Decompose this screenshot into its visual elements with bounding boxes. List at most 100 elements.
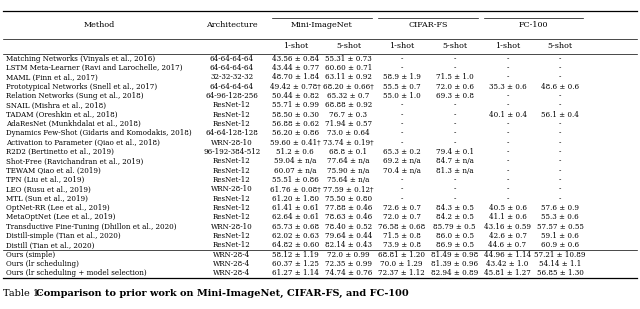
Text: -: -	[401, 111, 403, 119]
Text: 81.49 ± 0.98: 81.49 ± 0.98	[431, 251, 478, 259]
Text: -: -	[506, 64, 509, 72]
Text: -: -	[454, 139, 456, 147]
Text: WRN-28-4: WRN-28-4	[213, 260, 251, 268]
Text: Ours (lr scheduling): Ours (lr scheduling)	[6, 260, 79, 268]
Text: 77.59 ± 0.12†: 77.59 ± 0.12†	[323, 185, 374, 193]
Text: 35.3 ± 0.6: 35.3 ± 0.6	[489, 83, 526, 91]
Text: 86.0 ± 0.5: 86.0 ± 0.5	[436, 232, 474, 240]
Text: 1-shot: 1-shot	[283, 42, 308, 50]
Text: 81.39 ± 0.96: 81.39 ± 0.96	[431, 260, 478, 268]
Text: 60.9 ± 0.6: 60.9 ± 0.6	[541, 241, 579, 249]
Text: 61.41 ± 0.61: 61.41 ± 0.61	[272, 204, 319, 212]
Text: CIFAR-FS: CIFAR-FS	[408, 21, 448, 29]
Text: MAML (Finn et al., 2017): MAML (Finn et al., 2017)	[6, 74, 97, 81]
Text: 79.4 ± 0.1: 79.4 ± 0.1	[436, 148, 474, 156]
Text: Distill (Tian et al., 2020): Distill (Tian et al., 2020)	[6, 241, 94, 249]
Text: 56.85 ± 1.30: 56.85 ± 1.30	[536, 269, 584, 277]
Text: ResNet-12: ResNet-12	[213, 241, 251, 249]
Text: 45.81 ± 1.27: 45.81 ± 1.27	[484, 269, 531, 277]
Text: Architecture: Architecture	[206, 21, 258, 29]
Text: Comparison to prior work on Mini-ImageNet, CIFAR-FS, and FC-100: Comparison to prior work on Mini-ImageNe…	[36, 289, 409, 298]
Text: 56.20 ± 0.86: 56.20 ± 0.86	[272, 129, 319, 138]
Text: LEO (Rusu et al., 2019): LEO (Rusu et al., 2019)	[6, 185, 90, 193]
Text: AdaResNet (Munkhdalai et al., 2018): AdaResNet (Munkhdalai et al., 2018)	[6, 120, 141, 128]
Text: -: -	[559, 139, 561, 147]
Text: 1-shot: 1-shot	[495, 42, 520, 50]
Text: ResNet-12: ResNet-12	[213, 101, 251, 109]
Text: 85.79 ± 0.5: 85.79 ± 0.5	[433, 223, 476, 231]
Text: 57.6 ± 0.9: 57.6 ± 0.9	[541, 204, 579, 212]
Text: 75.90 ± n/a: 75.90 ± n/a	[327, 167, 370, 175]
Text: 48.70 ± 1.84: 48.70 ± 1.84	[272, 74, 319, 81]
Text: 84.7 ± n/a: 84.7 ± n/a	[436, 157, 474, 165]
Text: 78.40 ± 0.52: 78.40 ± 0.52	[325, 223, 372, 231]
Text: 72.0 ± 0.99: 72.0 ± 0.99	[327, 251, 370, 259]
Text: -: -	[506, 120, 509, 128]
Text: -: -	[559, 148, 561, 156]
Text: 78.63 ± 0.46: 78.63 ± 0.46	[325, 214, 372, 222]
Text: 64.82 ± 0.60: 64.82 ± 0.60	[272, 241, 319, 249]
Text: -: -	[454, 55, 456, 63]
Text: 5-shot: 5-shot	[442, 42, 467, 50]
Text: -: -	[506, 185, 509, 193]
Text: 62.02 ± 0.63: 62.02 ± 0.63	[272, 232, 319, 240]
Text: 59.04 ± n/a: 59.04 ± n/a	[274, 157, 317, 165]
Text: -: -	[401, 139, 403, 147]
Text: 81.3 ± n/a: 81.3 ± n/a	[436, 167, 474, 175]
Text: 82.14 ± 0.43: 82.14 ± 0.43	[325, 241, 372, 249]
Text: 62.64 ± 0.61: 62.64 ± 0.61	[272, 214, 319, 222]
Text: Distill-simple (Tian et al., 2020): Distill-simple (Tian et al., 2020)	[6, 232, 120, 240]
Text: 40.1 ± 0.4: 40.1 ± 0.4	[488, 111, 527, 119]
Text: WRN-28-4: WRN-28-4	[213, 251, 251, 259]
Text: 32-32-32-32: 32-32-32-32	[211, 74, 253, 81]
Text: 72.6 ± 0.7: 72.6 ± 0.7	[383, 204, 420, 212]
Text: TPN (Liu et al., 2019): TPN (Liu et al., 2019)	[6, 176, 84, 184]
Text: -: -	[401, 176, 403, 184]
Text: WRN-28-10: WRN-28-10	[211, 223, 253, 231]
Text: 41.1 ± 0.6: 41.1 ± 0.6	[488, 214, 527, 222]
Text: -: -	[506, 157, 509, 165]
Text: 60.07 ± n/a: 60.07 ± n/a	[274, 167, 317, 175]
Text: ResNet-12: ResNet-12	[213, 214, 251, 222]
Text: 63.11 ± 0.92: 63.11 ± 0.92	[325, 74, 372, 81]
Text: -: -	[506, 101, 509, 109]
Text: ResNet-12: ResNet-12	[213, 195, 251, 203]
Text: 76.58 ± 0.68: 76.58 ± 0.68	[378, 223, 425, 231]
Text: -: -	[559, 101, 561, 109]
Text: 72.0 ± 0.7: 72.0 ± 0.7	[383, 214, 420, 222]
Text: 44.6 ± 0.7: 44.6 ± 0.7	[488, 241, 527, 249]
Text: 57.21 ± 10.89: 57.21 ± 10.89	[534, 251, 586, 259]
Text: -: -	[559, 167, 561, 175]
Text: LSTM Meta-Learner (Ravi and Larochelle, 2017): LSTM Meta-Learner (Ravi and Larochelle, …	[6, 64, 182, 72]
Text: ResNet-12: ResNet-12	[213, 167, 251, 175]
Text: 70.4 ± n/a: 70.4 ± n/a	[383, 167, 420, 175]
Text: MetaOptNet (Lee et al., 2019): MetaOptNet (Lee et al., 2019)	[6, 214, 115, 222]
Text: 61.20 ± 1.80: 61.20 ± 1.80	[272, 195, 319, 203]
Text: -: -	[559, 157, 561, 165]
Text: -: -	[454, 129, 456, 138]
Text: 64-64-128-128: 64-64-128-128	[205, 129, 259, 138]
Text: 65.3 ± 0.2: 65.3 ± 0.2	[383, 148, 420, 156]
Text: -: -	[401, 185, 403, 193]
Text: Activation to Parameter (Qiao et al., 2018): Activation to Parameter (Qiao et al., 20…	[6, 139, 159, 147]
Text: -: -	[559, 176, 561, 184]
Text: OptNet-RR (Lee et al., 2019): OptNet-RR (Lee et al., 2019)	[6, 204, 109, 212]
Text: 55.51 ± 0.86: 55.51 ± 0.86	[272, 176, 319, 184]
Text: 40.5 ± 0.6: 40.5 ± 0.6	[488, 204, 527, 212]
Text: -: -	[401, 129, 403, 138]
Text: 59.60 ± 0.41†: 59.60 ± 0.41†	[270, 139, 321, 147]
Text: TEWAM Qiao et al. (2019): TEWAM Qiao et al. (2019)	[6, 167, 100, 175]
Text: 64-96-128-256: 64-96-128-256	[205, 92, 259, 100]
Text: 55.5 ± 0.7: 55.5 ± 0.7	[383, 83, 420, 91]
Text: Dynamics Few-Shot (Gidaris and Komodakis, 2018): Dynamics Few-Shot (Gidaris and Komodakis…	[6, 129, 191, 138]
Text: Table 1:: Table 1:	[3, 289, 45, 298]
Text: SNAIL (Mishra et al., 2018): SNAIL (Mishra et al., 2018)	[6, 101, 106, 109]
Text: ResNet-12: ResNet-12	[213, 232, 251, 240]
Text: 42.6 ± 0.7: 42.6 ± 0.7	[488, 232, 527, 240]
Text: -: -	[506, 74, 509, 81]
Text: 58.50 ± 0.30: 58.50 ± 0.30	[272, 111, 319, 119]
Text: 49.42 ± 0.78†: 49.42 ± 0.78†	[270, 83, 321, 91]
Text: 43.42 ± 1.0: 43.42 ± 1.0	[486, 260, 529, 268]
Text: 73.9 ± 0.8: 73.9 ± 0.8	[383, 241, 420, 249]
Text: 64-64-64-64: 64-64-64-64	[210, 64, 254, 72]
